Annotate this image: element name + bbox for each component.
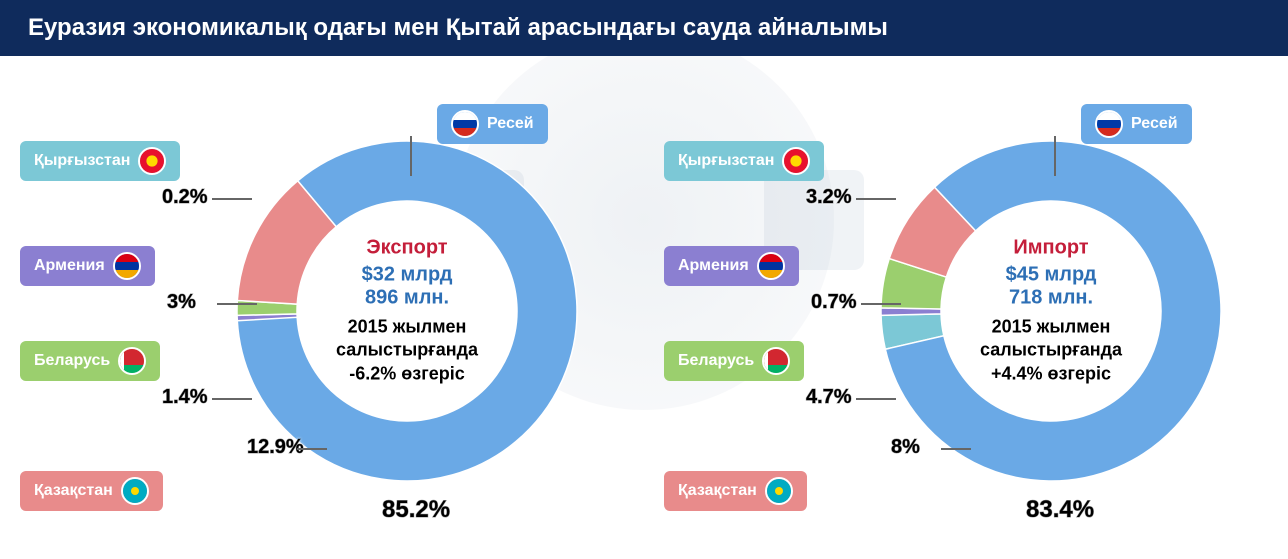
legend-label: Қазақстан <box>678 482 757 500</box>
legend-label: Беларусь <box>34 352 110 370</box>
center-amount: $32 млрд <box>307 263 507 286</box>
pct-belarus: 1.4% <box>162 386 208 409</box>
legend-kyrgyzstan: Қырғызстан <box>20 141 180 181</box>
donut: Экспорт $32 млрд 896 млн. 2015 жылменсал… <box>232 136 582 486</box>
pct-armenia: 3% <box>167 291 196 314</box>
legend-label: Беларусь <box>678 352 754 370</box>
leader-line <box>861 303 901 305</box>
flag-icon <box>113 252 141 280</box>
flag-icon <box>118 347 146 375</box>
leader-line <box>297 448 327 450</box>
leader-line <box>941 448 971 450</box>
legend-label: Ресей <box>487 115 534 133</box>
flag-icon <box>451 110 479 138</box>
pct-kyrgyzstan: 3.2% <box>806 186 852 209</box>
import-chart: Импорт $45 млрд 718 млн. 2015 жылменсалы… <box>656 76 1276 556</box>
legend-belarus: Беларусь <box>20 341 160 381</box>
flag-icon <box>765 477 793 505</box>
pct-belarus: 4.7% <box>806 386 852 409</box>
pct-kazakhstan: 12.9% <box>247 436 304 459</box>
leader-line <box>856 398 896 400</box>
leader-line <box>410 136 412 176</box>
donut: Импорт $45 млрд 718 млн. 2015 жылменсалы… <box>876 136 1226 486</box>
leader-line <box>217 303 257 305</box>
legend-label: Армения <box>678 257 749 275</box>
flag-icon <box>138 147 166 175</box>
leader-line <box>212 398 252 400</box>
flag-icon <box>762 347 790 375</box>
legend-label: Қазақстан <box>34 482 113 500</box>
legend-label: Қырғызстан <box>34 152 130 170</box>
pct-russia: 83.4% <box>1026 496 1094 524</box>
legend-label: Қырғызстан <box>678 152 774 170</box>
flag-icon <box>782 147 810 175</box>
legend-belarus: Беларусь <box>664 341 804 381</box>
center-title: Экспорт <box>307 236 507 259</box>
chart-center: Экспорт $32 млрд 896 млн. 2015 жылменсал… <box>307 236 507 385</box>
legend-kazakhstan: Қазақстан <box>664 471 807 511</box>
center-change: 2015 жылменсалыстырғанда+4.4% өзгеріс <box>951 315 1151 385</box>
legend-kyrgyzstan: Қырғызстан <box>664 141 824 181</box>
chart-center: Импорт $45 млрд 718 млн. 2015 жылменсалы… <box>951 236 1151 385</box>
center-sub: 896 млн. <box>307 286 507 309</box>
pct-russia: 85.2% <box>382 496 450 524</box>
pct-kazakhstan: 8% <box>891 436 920 459</box>
legend-russia: Ресей <box>437 104 548 144</box>
leader-line <box>212 198 252 200</box>
center-sub: 718 млн. <box>951 286 1151 309</box>
legend-russia: Ресей <box>1081 104 1192 144</box>
leader-line <box>1054 136 1056 176</box>
pct-kyrgyzstan: 0.2% <box>162 186 208 209</box>
center-change: 2015 жылменсалыстырғанда-6.2% өзгеріс <box>307 315 507 385</box>
flag-icon <box>757 252 785 280</box>
legend-armenia: Армения <box>20 246 155 286</box>
legend-label: Ресей <box>1131 115 1178 133</box>
flag-icon <box>1095 110 1123 138</box>
legend-armenia: Армения <box>664 246 799 286</box>
center-title: Импорт <box>951 236 1151 259</box>
leader-line <box>856 198 896 200</box>
page-title: Еуразия экономикалық одағы мен Қытай ара… <box>0 0 1288 56</box>
export-chart: Экспорт $32 млрд 896 млн. 2015 жылменсал… <box>12 76 632 556</box>
legend-kazakhstan: Қазақстан <box>20 471 163 511</box>
flag-icon <box>121 477 149 505</box>
legend-label: Армения <box>34 257 105 275</box>
pct-armenia: 0.7% <box>811 291 857 314</box>
center-amount: $45 млрд <box>951 263 1151 286</box>
charts-container: Экспорт $32 млрд 896 млн. 2015 жылменсал… <box>0 56 1288 556</box>
